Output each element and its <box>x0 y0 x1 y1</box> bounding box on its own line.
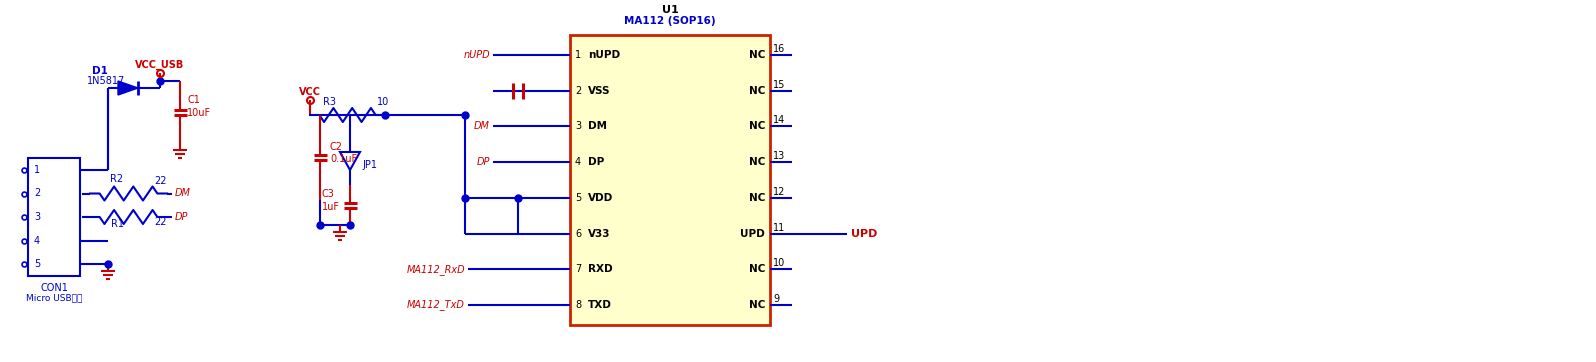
Text: DM: DM <box>474 121 490 131</box>
Text: Micro USB接口: Micro USB接口 <box>26 293 81 302</box>
Text: NC: NC <box>749 86 764 96</box>
Text: TXD: TXD <box>587 300 611 310</box>
Text: NC: NC <box>749 264 764 274</box>
Text: nUPD: nUPD <box>463 50 490 60</box>
Polygon shape <box>118 81 137 95</box>
Text: MA112 (SOP16): MA112 (SOP16) <box>624 16 717 26</box>
Text: 6: 6 <box>575 228 581 239</box>
Text: NC: NC <box>749 121 764 131</box>
Text: NC: NC <box>749 157 764 167</box>
Text: 10: 10 <box>377 97 389 107</box>
Text: 3: 3 <box>34 212 40 222</box>
Text: UPD: UPD <box>851 228 878 239</box>
Text: DP: DP <box>477 157 490 167</box>
Text: C2: C2 <box>330 142 343 152</box>
Text: U1: U1 <box>662 5 678 15</box>
Text: JP1: JP1 <box>362 160 377 170</box>
Text: 5: 5 <box>34 259 40 269</box>
Text: 12: 12 <box>772 187 785 197</box>
Text: 2: 2 <box>34 189 40 198</box>
Text: 1uF: 1uF <box>322 202 340 212</box>
Text: CON1: CON1 <box>40 283 69 293</box>
Text: NC: NC <box>749 300 764 310</box>
Text: DM: DM <box>176 189 192 198</box>
Text: 4: 4 <box>34 236 40 245</box>
Text: 14: 14 <box>772 115 785 125</box>
Text: C3: C3 <box>322 189 335 199</box>
Text: V33: V33 <box>587 228 611 239</box>
Text: 0.1uF: 0.1uF <box>330 155 358 164</box>
Text: MA112_TxD: MA112_TxD <box>407 299 464 311</box>
Text: 8: 8 <box>575 300 581 310</box>
Bar <box>570 35 769 325</box>
Text: R3: R3 <box>324 97 337 107</box>
Text: DM: DM <box>587 121 606 131</box>
Text: UPD: UPD <box>741 228 764 239</box>
Text: DP: DP <box>587 157 605 167</box>
Text: NC: NC <box>749 193 764 203</box>
Text: 9: 9 <box>772 294 779 304</box>
Bar <box>29 158 80 276</box>
Text: R2: R2 <box>110 173 123 184</box>
Text: D1: D1 <box>93 66 109 76</box>
Text: 1N5817: 1N5817 <box>86 76 124 86</box>
Text: 7: 7 <box>575 264 581 274</box>
Text: R1: R1 <box>110 219 123 229</box>
Text: 10: 10 <box>772 258 785 268</box>
Text: 1: 1 <box>575 50 581 60</box>
Text: VDD: VDD <box>587 193 613 203</box>
Text: 13: 13 <box>772 151 785 161</box>
Text: C1: C1 <box>187 95 200 105</box>
Text: DP: DP <box>176 212 188 222</box>
Text: 16: 16 <box>772 44 785 54</box>
Text: VSS: VSS <box>587 86 611 96</box>
Text: 22: 22 <box>153 176 166 185</box>
Text: VCC_USB: VCC_USB <box>136 60 185 70</box>
Text: RXD: RXD <box>587 264 613 274</box>
Text: 5: 5 <box>575 193 581 203</box>
Text: 3: 3 <box>575 121 581 131</box>
Text: 2: 2 <box>575 86 581 96</box>
Text: VCC: VCC <box>298 87 321 97</box>
Text: 15: 15 <box>772 80 785 90</box>
Text: 22: 22 <box>153 217 166 227</box>
Text: 11: 11 <box>772 223 785 232</box>
Text: MA112_RxD: MA112_RxD <box>407 264 464 275</box>
Text: nUPD: nUPD <box>587 50 621 60</box>
Text: 1: 1 <box>34 165 40 175</box>
Text: 10uF: 10uF <box>187 108 211 118</box>
Text: NC: NC <box>749 50 764 60</box>
Text: 4: 4 <box>575 157 581 167</box>
